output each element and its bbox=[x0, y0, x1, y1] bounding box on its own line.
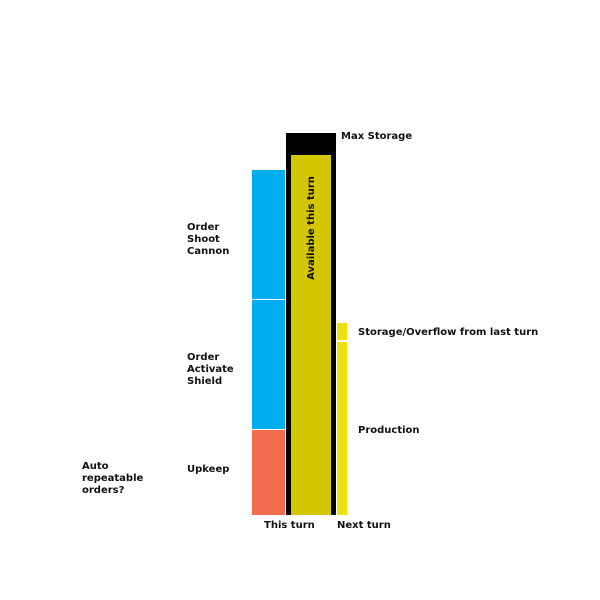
max-storage-label: Max Storage bbox=[341, 131, 413, 142]
storage-overflow-block bbox=[337, 323, 347, 340]
production-label: Production bbox=[358, 425, 420, 436]
order-activate-shield-block bbox=[252, 300, 285, 429]
production-block bbox=[337, 342, 347, 515]
auto-repeatable-orders-label: Auto repeatable orders? bbox=[82, 461, 144, 496]
order-shoot-cannon-label: Order Shoot Cannon bbox=[187, 222, 230, 257]
upkeep-label: Upkeep bbox=[187, 464, 230, 475]
next-turn-label: Next turn bbox=[337, 520, 391, 531]
this-turn-label: This turn bbox=[264, 520, 315, 531]
storage-overflow-label: Storage/Overflow from last turn bbox=[358, 327, 539, 338]
upkeep-block bbox=[252, 430, 285, 515]
order-activate-shield-label: Order Activate Shield bbox=[187, 352, 234, 387]
order-shoot-cannon-block bbox=[252, 170, 285, 299]
available-this-turn-block bbox=[291, 155, 331, 515]
available-this-turn-label: Available this turn bbox=[306, 176, 317, 280]
